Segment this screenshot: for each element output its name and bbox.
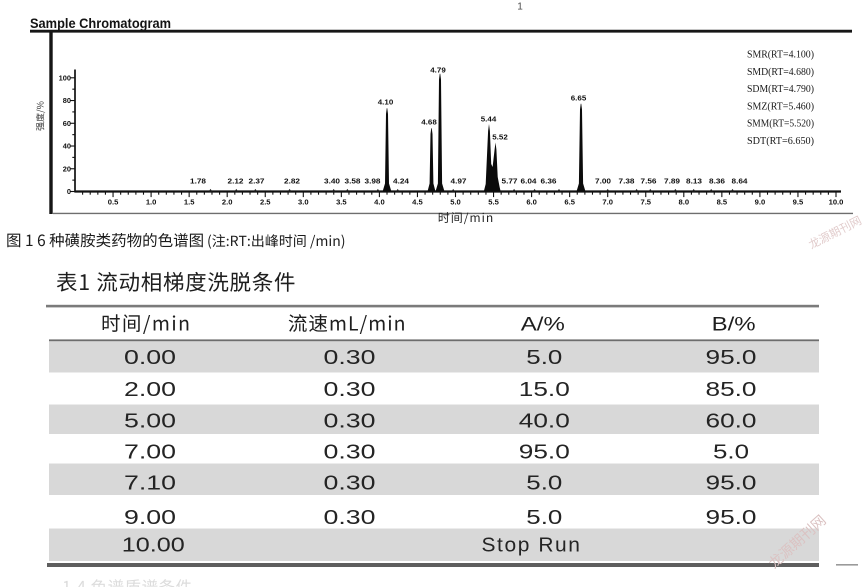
svg-text:0.5: 0.5 [108, 197, 119, 206]
svg-text:0.30: 0.30 [324, 473, 376, 495]
svg-text:3.58: 3.58 [345, 177, 361, 186]
svg-text:2.37: 2.37 [249, 177, 265, 186]
svg-text:95.0: 95.0 [706, 347, 757, 369]
svg-text:40: 40 [63, 142, 71, 151]
svg-text:6.0: 6.0 [526, 197, 537, 206]
svg-text:6.36: 6.36 [541, 177, 557, 186]
svg-text:5.0: 5.0 [713, 442, 749, 464]
svg-text:3.98: 3.98 [365, 177, 381, 186]
svg-text:4.5: 4.5 [412, 197, 423, 206]
svg-text:8.13: 8.13 [686, 177, 702, 186]
svg-text:9.0: 9.0 [755, 197, 766, 206]
svg-text:7.0: 7.0 [602, 197, 613, 206]
svg-text:7.5: 7.5 [640, 197, 651, 206]
svg-text:60: 60 [63, 119, 71, 128]
svg-text:2.12: 2.12 [228, 177, 244, 186]
svg-text:4.0: 4.0 [374, 197, 385, 206]
svg-text:B/%: B/% [712, 314, 756, 336]
svg-text:4.10: 4.10 [378, 98, 394, 107]
svg-text:SMM(RT=5.520): SMM(RT=5.520) [747, 119, 814, 130]
svg-text:9.00: 9.00 [124, 507, 176, 529]
svg-text:0: 0 [67, 187, 71, 196]
svg-text:5.0: 5.0 [526, 473, 562, 495]
svg-text:15.0: 15.0 [519, 379, 570, 401]
svg-text:6.5: 6.5 [564, 197, 575, 206]
svg-text:7.38: 7.38 [619, 177, 635, 186]
svg-text:SDT(RT=6.650): SDT(RT=6.650) [747, 136, 814, 147]
svg-text:A/%: A/% [521, 314, 565, 336]
svg-text:5.44: 5.44 [481, 115, 497, 124]
svg-text:SMZ(RT=5.460): SMZ(RT=5.460) [747, 101, 814, 112]
svg-text:5.0: 5.0 [526, 347, 562, 369]
svg-text:1.78: 1.78 [190, 177, 206, 186]
svg-text:8.36: 8.36 [709, 177, 725, 186]
svg-text:7.00: 7.00 [595, 177, 611, 186]
svg-text:0.30: 0.30 [324, 379, 376, 401]
svg-text:8.0: 8.0 [679, 197, 690, 206]
svg-text:1: 1 [517, 2, 523, 13]
svg-text:3.5: 3.5 [336, 197, 347, 206]
svg-text:0.30: 0.30 [324, 411, 376, 433]
svg-text:8.5: 8.5 [717, 197, 728, 206]
svg-text:95.0: 95.0 [706, 473, 757, 495]
svg-text:85.0: 85.0 [706, 379, 757, 401]
svg-text:60.0: 60.0 [706, 411, 757, 433]
svg-text:3.40: 3.40 [324, 177, 340, 186]
svg-text:8.64: 8.64 [732, 177, 748, 186]
svg-text:SDM(RT=4.790): SDM(RT=4.790) [747, 84, 814, 95]
svg-text:0.30: 0.30 [324, 347, 376, 369]
svg-text:40.0: 40.0 [519, 411, 570, 433]
svg-text:0.00: 0.00 [124, 347, 176, 369]
svg-text:4.97: 4.97 [451, 177, 467, 186]
svg-text:5.0: 5.0 [450, 197, 461, 206]
svg-text:80: 80 [63, 96, 71, 105]
svg-text:5.0: 5.0 [526, 507, 562, 529]
svg-text:7.10: 7.10 [124, 473, 176, 495]
svg-text:Stop Run: Stop Run [482, 535, 582, 557]
svg-text:5.5: 5.5 [488, 197, 499, 206]
svg-text:7.00: 7.00 [124, 442, 176, 464]
svg-text:0.30: 0.30 [324, 507, 376, 529]
svg-text:10.0: 10.0 [829, 197, 844, 206]
svg-text:100: 100 [59, 74, 71, 83]
svg-text:2.00: 2.00 [124, 379, 176, 401]
svg-text:5.00: 5.00 [124, 411, 176, 433]
svg-text:6.04: 6.04 [521, 177, 537, 186]
svg-text:4.79: 4.79 [430, 66, 446, 75]
svg-text:4.24: 4.24 [393, 177, 409, 186]
svg-text:7.56: 7.56 [641, 177, 657, 186]
svg-text:6.65: 6.65 [571, 94, 587, 103]
svg-text:9.5: 9.5 [793, 197, 804, 206]
svg-text:1.5: 1.5 [184, 197, 195, 206]
svg-text:20: 20 [63, 164, 71, 173]
svg-text:0.30: 0.30 [324, 442, 376, 464]
svg-text:10.00: 10.00 [122, 535, 185, 557]
svg-text:2.0: 2.0 [222, 197, 233, 206]
svg-text:95.0: 95.0 [706, 507, 757, 529]
svg-text:5.52: 5.52 [492, 133, 508, 142]
svg-text:SMD(RT=4.680): SMD(RT=4.680) [747, 67, 814, 78]
svg-text:Sample Chromatogram: Sample Chromatogram [30, 16, 171, 31]
svg-text:4.68: 4.68 [421, 118, 437, 127]
svg-text:7.89: 7.89 [664, 177, 680, 186]
svg-text:2.5: 2.5 [260, 197, 271, 206]
svg-text:SMR(RT=4.100): SMR(RT=4.100) [747, 50, 814, 61]
svg-text:5.77: 5.77 [502, 177, 518, 186]
svg-text:2.82: 2.82 [284, 177, 300, 186]
svg-text:95.0: 95.0 [519, 442, 570, 464]
svg-text:3.0: 3.0 [298, 197, 309, 206]
svg-text:1.0: 1.0 [146, 197, 157, 206]
